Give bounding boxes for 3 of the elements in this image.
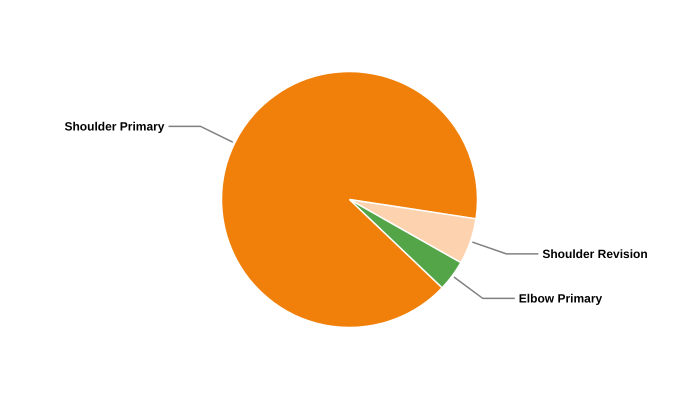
slice-label: Shoulder Primary	[64, 119, 165, 134]
slice-label: Shoulder Revision	[542, 246, 648, 261]
slice-label: Elbow Primary	[518, 291, 602, 306]
